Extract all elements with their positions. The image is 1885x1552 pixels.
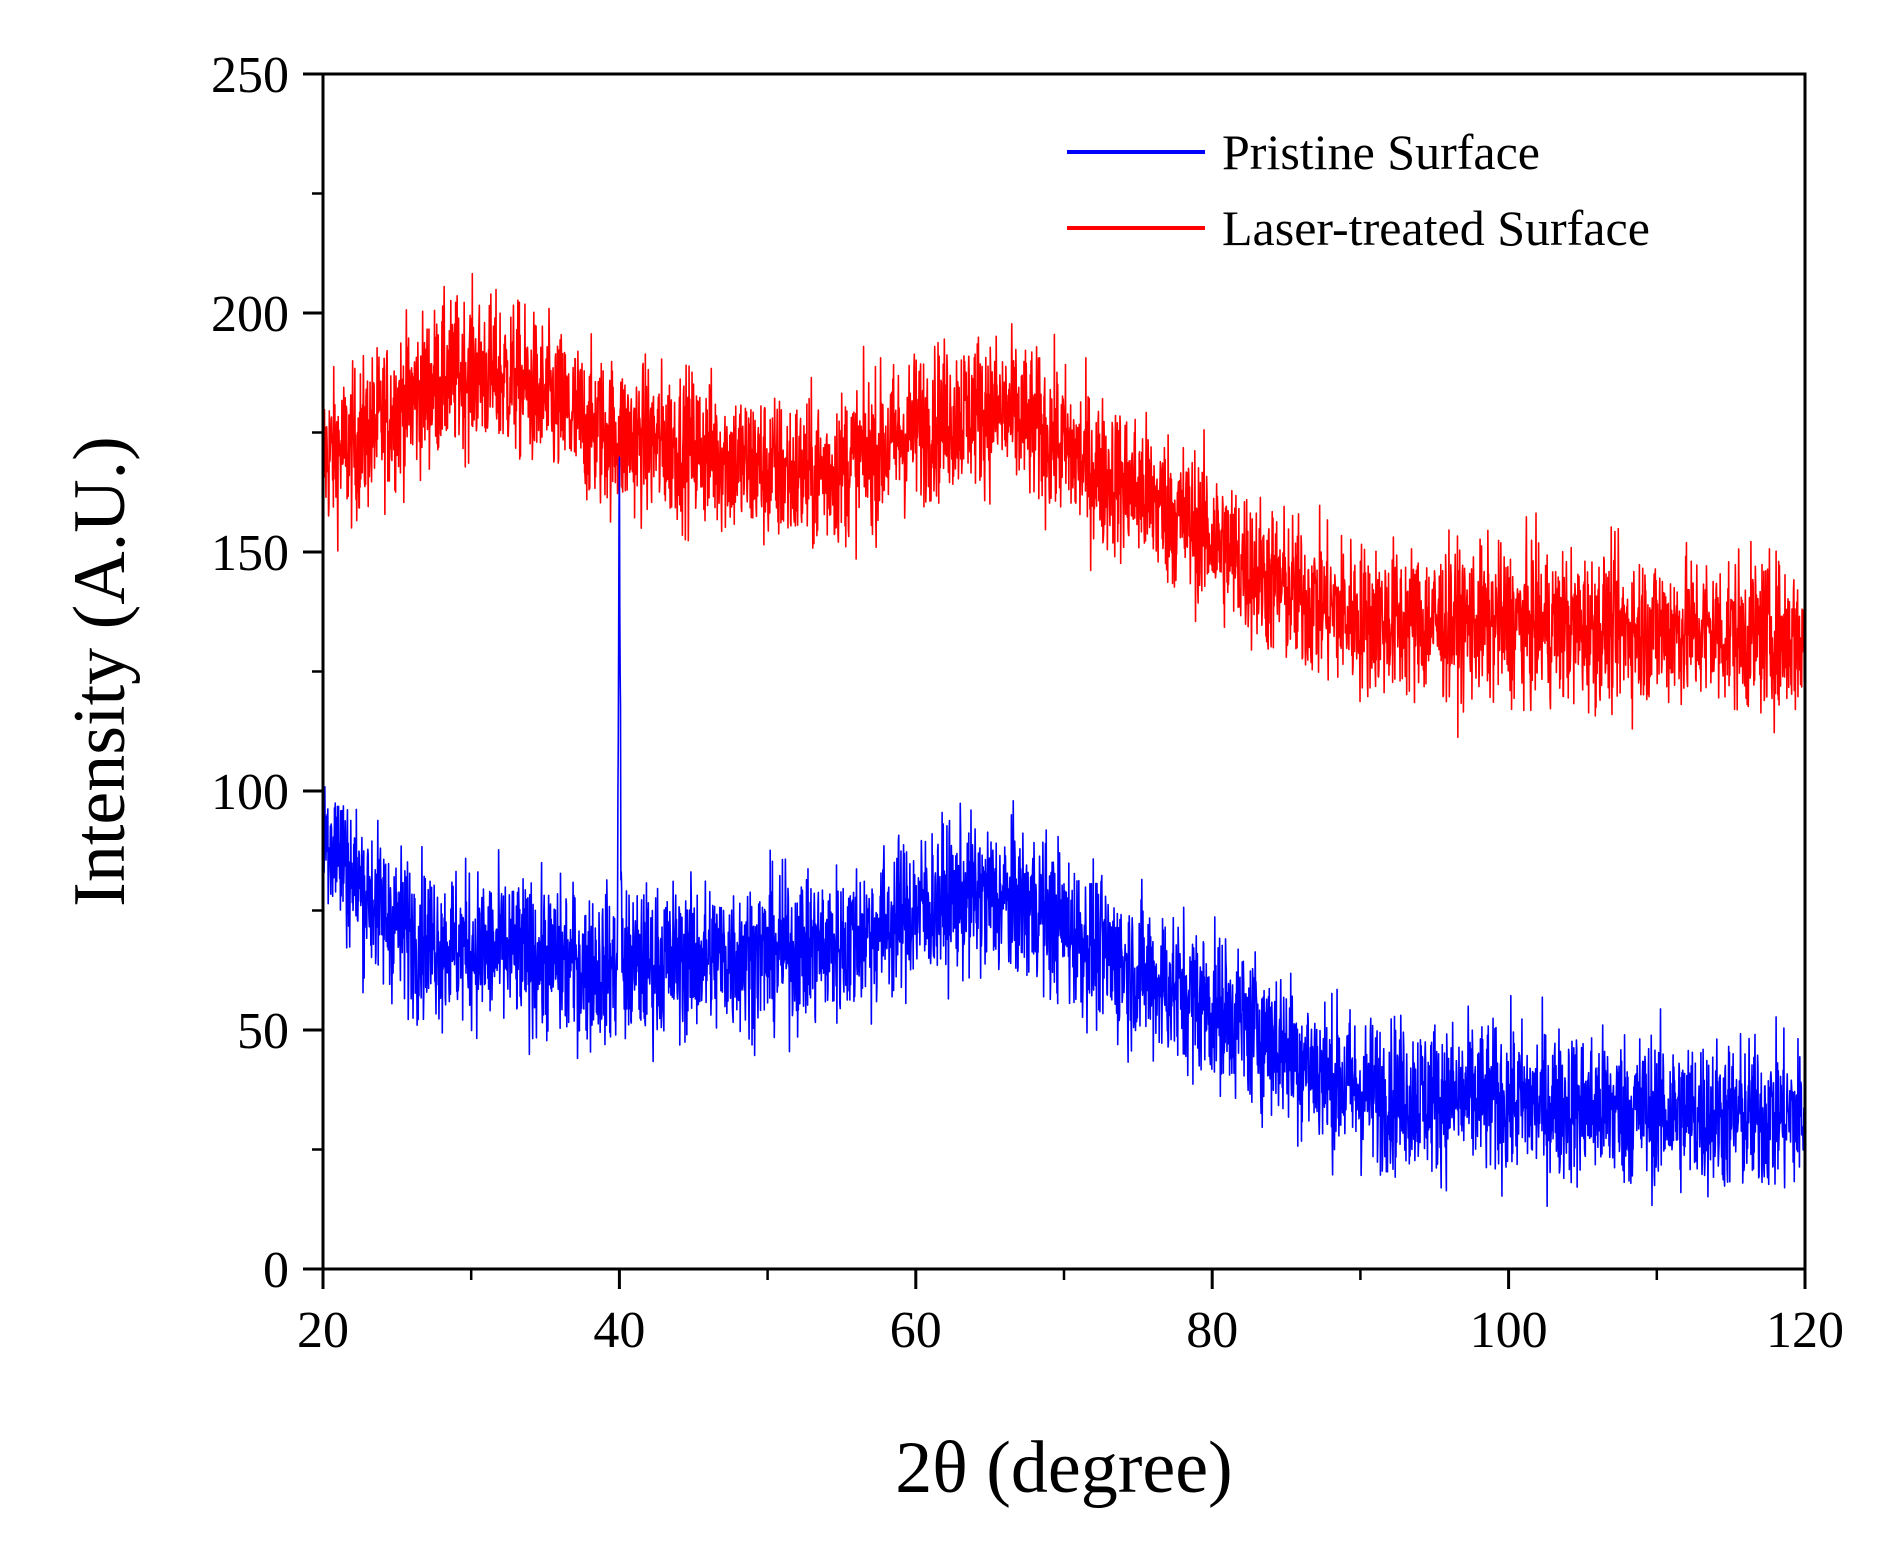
legend-label-pristine: Pristine Surface <box>1222 124 1540 180</box>
legend-label-laser-treated: Laser-treated Surface <box>1222 200 1650 256</box>
series-line-laser-treated <box>322 272 1806 739</box>
y-tick-label: 0 <box>263 1242 289 1299</box>
plot-area <box>322 272 1806 1208</box>
y-tick-label: 200 <box>211 286 289 343</box>
x-tick-label: 120 <box>1766 1302 1844 1359</box>
x-tick-label: 20 <box>297 1302 349 1359</box>
y-tick-label: 100 <box>211 764 289 821</box>
x-tick-label: 60 <box>890 1302 942 1359</box>
y-tick-label: 50 <box>237 1003 289 1060</box>
x-tick-label: 100 <box>1470 1302 1548 1359</box>
axes: 20 40 60 80 100 120 0 50 100 150 200 250 <box>211 47 1844 1359</box>
legend: Pristine Surface Laser-treated Surface <box>1067 124 1650 256</box>
x-tick-label: 40 <box>593 1302 645 1359</box>
y-axis-title: Intensity (A.U.) <box>59 436 141 907</box>
y-tick-label: 150 <box>211 525 289 582</box>
x-axis-title: 2θ (degree) <box>895 1427 1232 1509</box>
y-tick-label: 250 <box>211 47 289 104</box>
x-tick-label: 80 <box>1186 1302 1238 1359</box>
series-line-pristine <box>322 456 1806 1208</box>
